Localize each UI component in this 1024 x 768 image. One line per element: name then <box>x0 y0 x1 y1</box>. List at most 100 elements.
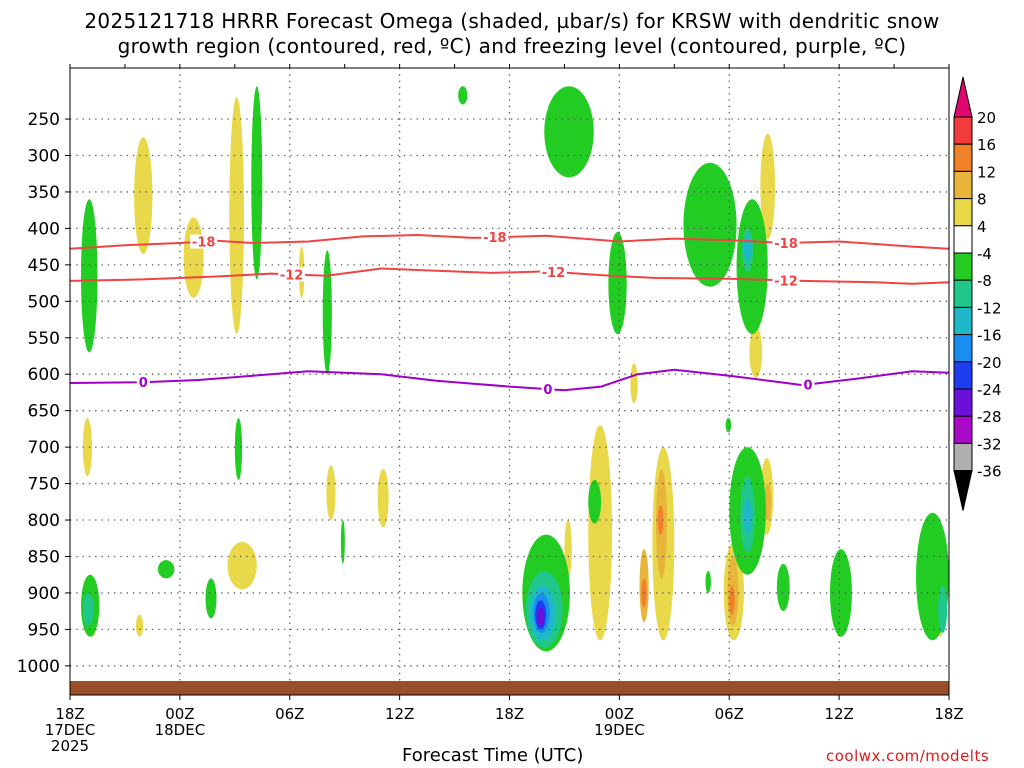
omega-area <box>326 465 336 521</box>
pressure-tick-label: 450 <box>28 256 60 276</box>
omega-area <box>205 578 217 619</box>
colorbar-label: -24 <box>977 381 1002 399</box>
omega-area <box>743 235 752 262</box>
freezing-level-label-bg <box>136 375 150 390</box>
pressure-tick-label: 800 <box>28 511 60 531</box>
colorbar-swatch <box>953 415 973 444</box>
colorbar-label: 20 <box>977 109 996 127</box>
isotherm-minus12-label: -12 <box>774 274 798 289</box>
pressure-tick-label: 900 <box>28 584 60 604</box>
time-tick-label: 00Z <box>605 705 634 723</box>
omega-area <box>234 417 243 480</box>
colorbar-swatch <box>953 306 973 336</box>
time-tick-label: 18Z <box>495 705 524 723</box>
colorbar-label: 16 <box>977 136 996 154</box>
omega-area <box>536 607 545 626</box>
freezing-level-label: 0 <box>543 383 552 398</box>
x-axis-title: Forecast Time (UTC) <box>402 745 584 766</box>
colorbar-swatch <box>953 225 973 254</box>
omega-area <box>657 505 664 535</box>
omega-area <box>458 86 468 105</box>
isotherm-minus18-label-bg <box>190 234 218 249</box>
omega-area <box>743 498 752 535</box>
isotherm-minus12-label: -12 <box>280 268 304 283</box>
omega-shading-layer <box>80 86 949 652</box>
pressure-tick-label: 700 <box>28 438 60 458</box>
omega-area <box>82 417 92 477</box>
colorbar-swatch <box>953 116 973 145</box>
omega-area <box>829 549 852 637</box>
colorbar-label: -20 <box>977 354 1002 372</box>
pressure-tick-label: 750 <box>28 475 60 495</box>
omega-area <box>938 585 948 634</box>
time-tick-label: 18DEC <box>155 721 206 739</box>
isotherm-minus18-label-bg <box>772 235 800 250</box>
omega-area <box>736 199 768 335</box>
omega-area <box>588 425 613 641</box>
isotherm-minus12-label: -12 <box>542 266 566 281</box>
omega-area <box>135 614 144 637</box>
isotherm-minus18-label: -18 <box>192 236 216 251</box>
colorbar-swatch <box>953 388 973 417</box>
colorbar-swatch <box>953 170 973 200</box>
gridlines <box>69 64 950 695</box>
time-tick-label: 06Z <box>275 705 304 723</box>
colorbar-label: -12 <box>977 299 1002 317</box>
omega-area <box>322 250 332 375</box>
time-tick-label: 2025 <box>51 737 89 755</box>
omega-area <box>82 592 94 626</box>
freezing-level-label: 0 <box>139 376 148 391</box>
omega-area <box>760 133 776 240</box>
omega-area <box>705 571 711 593</box>
omega-area <box>683 162 737 287</box>
omega-area <box>749 326 763 378</box>
freezing-level-label: 0 <box>803 378 812 393</box>
omega-area <box>229 97 244 335</box>
omega-area <box>729 585 735 615</box>
time-tick-label: 19DEC <box>594 721 645 739</box>
omega-area <box>377 468 389 528</box>
colorbar-label: -36 <box>977 463 1002 481</box>
omega-colorbar: 20 16 12 8 4 -4 -8 -12 -16 -20 -24 -28 -32 -36 <box>953 76 1002 511</box>
colorbar-label: 8 <box>977 191 987 209</box>
time-tick-label: 12Z <box>385 705 414 723</box>
colorbar-swatch <box>953 279 973 308</box>
colorbar-swatch <box>953 198 973 227</box>
isotherm-minus12 <box>70 267 949 285</box>
pressure-tick-label: 600 <box>28 365 60 385</box>
omega-area <box>157 560 175 579</box>
omega-area <box>251 86 263 280</box>
omega-area <box>227 541 257 590</box>
colorbar-swatch <box>953 252 973 281</box>
pressure-tick-label: 500 <box>28 292 60 312</box>
omega-area <box>183 217 204 298</box>
colorbar-bottom-arrow <box>953 470 973 511</box>
pressure-tick-label: 400 <box>28 219 60 239</box>
pressure-tick-label: 650 <box>28 402 60 422</box>
omega-area <box>630 363 638 404</box>
isotherm-minus18-label: -18 <box>483 231 507 246</box>
colorbar-label: -16 <box>977 327 1002 345</box>
colorbar-swatch <box>953 334 973 363</box>
chart-title-line-1: 2025121718 HRRR Forecast Omega (shaded, … <box>84 9 940 33</box>
isotherm-minus12-label-bg <box>278 267 306 282</box>
pressure-tick-label: 1000 <box>17 657 60 677</box>
colorbar-swatch <box>953 442 973 472</box>
time-tick-label: 18Z <box>934 705 963 723</box>
freezing-level <box>70 368 949 392</box>
colorbar-swatch <box>953 361 973 390</box>
colorbar-label: -32 <box>977 435 1002 453</box>
colorbar-label: -8 <box>977 272 992 290</box>
colorbar-top-arrow <box>953 76 973 118</box>
isotherm-minus12-label-bg <box>772 273 800 288</box>
omega-area <box>340 520 345 564</box>
colorbar-label: -4 <box>977 245 992 263</box>
colorbar-label: -28 <box>977 408 1002 426</box>
pressure-tick-label: 850 <box>28 547 60 567</box>
omega-area <box>544 86 594 178</box>
freezing-level-label-bg <box>541 382 555 397</box>
omega-area <box>725 417 732 433</box>
freezing-level-label-bg <box>801 377 815 392</box>
